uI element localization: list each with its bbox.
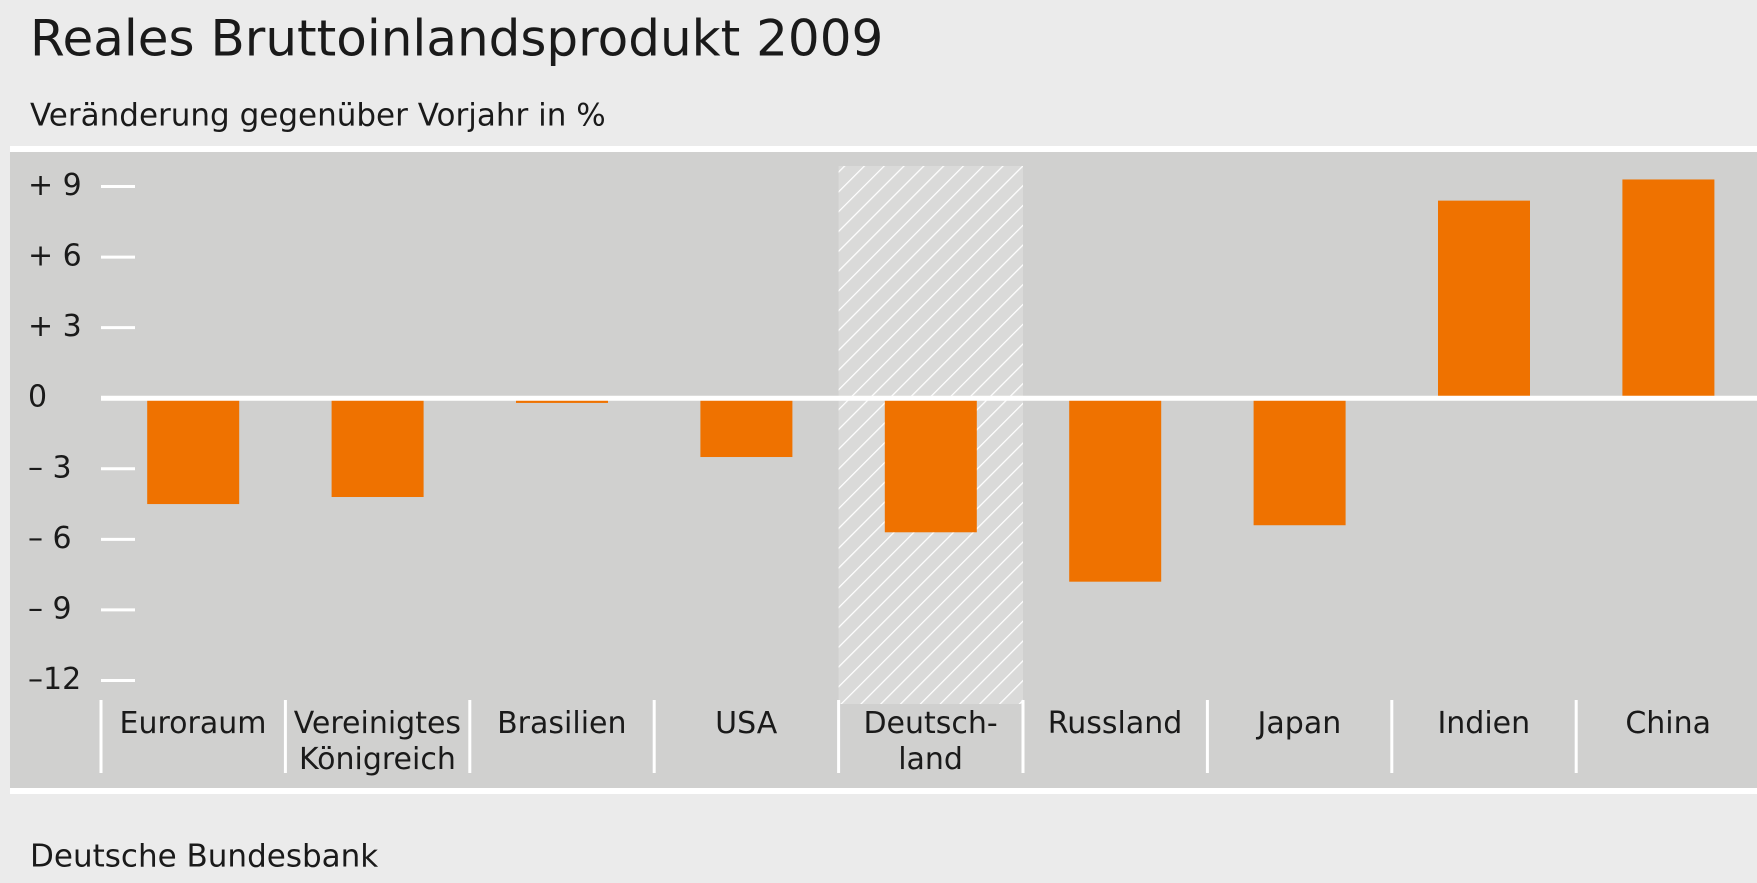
x-tick-label: Deutsch- land xyxy=(863,706,998,777)
x-tick-label: Japan xyxy=(1257,706,1342,741)
bar xyxy=(147,398,240,505)
x-tick-label: Euroraum xyxy=(119,706,267,741)
bar xyxy=(1438,200,1530,399)
x-tick-label: Vereinigtes Königreich xyxy=(293,706,462,777)
y-tick-label: + 6 xyxy=(28,239,82,274)
y-tick-label: – 6 xyxy=(28,521,72,556)
y-tick-label: 0 xyxy=(28,380,47,415)
bar xyxy=(1622,179,1715,399)
y-tick-label: + 3 xyxy=(28,309,82,344)
bar xyxy=(1069,398,1162,582)
bar xyxy=(331,398,424,498)
source: Deutsche Bundesbank xyxy=(30,839,378,875)
x-tick-label: USA xyxy=(715,706,778,741)
bar xyxy=(884,398,977,533)
separator xyxy=(10,146,1757,152)
chart-title: Reales Bruttoinlandsprodukt 2009 xyxy=(30,10,883,68)
y-tick-label: + 9 xyxy=(28,168,82,203)
x-tick-label: Indien xyxy=(1437,706,1531,741)
y-tick-label: –12 xyxy=(28,662,81,697)
chart-subtitle: Veränderung gegenüber Vorjahr in % xyxy=(30,98,606,134)
bar xyxy=(700,398,793,458)
y-tick-label: – 3 xyxy=(28,450,72,485)
y-tick-label: – 9 xyxy=(28,591,72,626)
bar xyxy=(1253,398,1346,526)
x-tick-label: Russland xyxy=(1047,706,1183,741)
separator xyxy=(10,788,1757,794)
x-tick-label: Brasilien xyxy=(497,706,627,741)
x-tick-label: China xyxy=(1625,706,1712,741)
